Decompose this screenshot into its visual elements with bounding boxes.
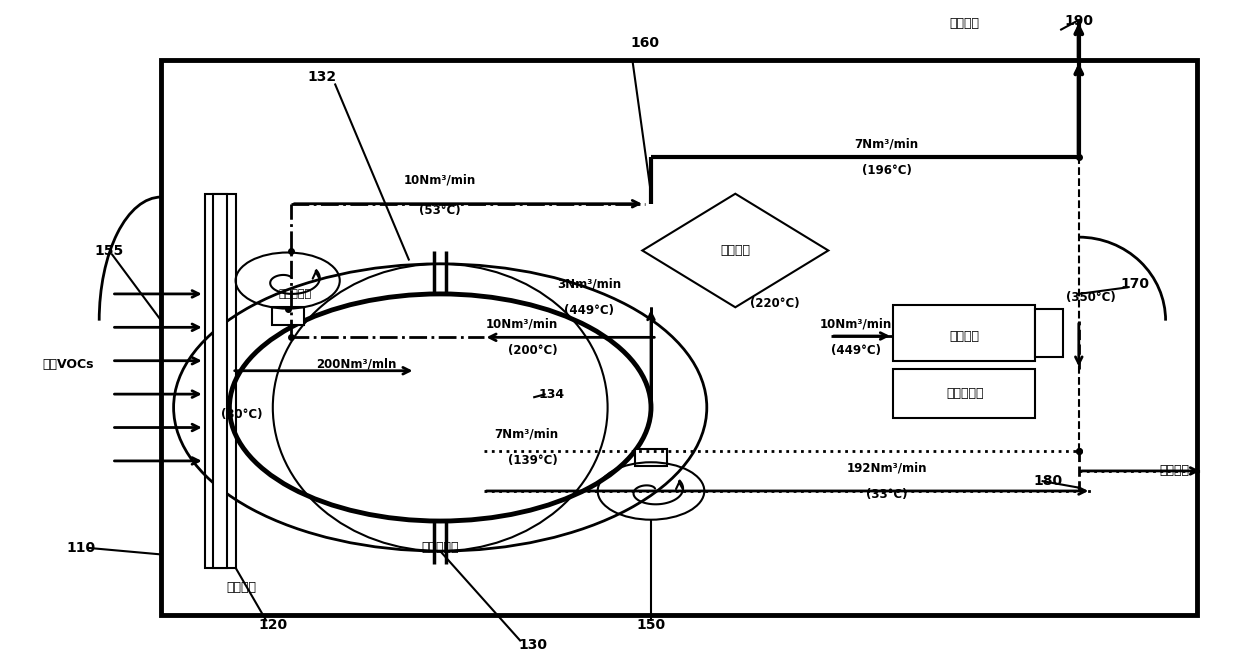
Text: 200Nm³/mln: 200Nm³/mln bbox=[316, 357, 397, 371]
Text: 134: 134 bbox=[538, 387, 565, 401]
Text: 10Nm³/min: 10Nm³/min bbox=[486, 317, 558, 331]
FancyBboxPatch shape bbox=[893, 305, 1035, 361]
Text: 110: 110 bbox=[66, 541, 95, 554]
Text: 155: 155 bbox=[94, 244, 124, 257]
Text: (350°C): (350°C) bbox=[1066, 291, 1116, 304]
Text: (200°C): (200°C) bbox=[508, 344, 558, 357]
Text: 120: 120 bbox=[258, 618, 288, 631]
FancyBboxPatch shape bbox=[635, 449, 667, 466]
Text: (449°C): (449°C) bbox=[564, 304, 614, 317]
Text: 192Nm³/min: 192Nm³/min bbox=[847, 461, 926, 474]
Text: (449°C): (449°C) bbox=[831, 344, 880, 357]
Text: 预过滤器: 预过滤器 bbox=[227, 581, 257, 595]
Text: 电加热器: 电加热器 bbox=[950, 329, 980, 343]
Text: 130: 130 bbox=[518, 638, 548, 651]
Text: 排到室内: 排到室内 bbox=[1159, 464, 1189, 478]
Text: (30°C): (30°C) bbox=[221, 407, 263, 421]
Text: 150: 150 bbox=[636, 618, 666, 631]
Text: 160: 160 bbox=[630, 37, 660, 50]
Text: 180: 180 bbox=[1033, 474, 1063, 488]
FancyBboxPatch shape bbox=[893, 369, 1035, 418]
Text: (220°C): (220°C) bbox=[750, 297, 800, 311]
Text: (196°C): (196°C) bbox=[862, 164, 911, 177]
Text: (53°C): (53°C) bbox=[419, 204, 461, 217]
Text: (139°C): (139°C) bbox=[508, 454, 558, 468]
FancyBboxPatch shape bbox=[213, 194, 227, 568]
Text: 热交换器: 热交换器 bbox=[720, 244, 750, 257]
Polygon shape bbox=[642, 194, 828, 307]
Text: 170: 170 bbox=[1120, 277, 1149, 291]
Text: 陶瓷催化剂: 陶瓷催化剂 bbox=[946, 387, 983, 400]
Text: (33°C): (33°C) bbox=[866, 488, 908, 501]
FancyBboxPatch shape bbox=[272, 307, 304, 325]
FancyBboxPatch shape bbox=[161, 60, 1197, 615]
Text: 3Nm³/min: 3Nm³/min bbox=[557, 277, 621, 291]
Text: 沸石浓缩器: 沸石浓缩器 bbox=[422, 541, 459, 554]
Text: 7Nm³/min: 7Nm³/min bbox=[854, 137, 919, 150]
Text: 10Nm³/min: 10Nm³/min bbox=[820, 317, 892, 331]
Text: 132: 132 bbox=[308, 70, 337, 84]
FancyBboxPatch shape bbox=[205, 194, 236, 568]
Text: 排到外部: 排到外部 bbox=[950, 17, 980, 30]
Text: 190: 190 bbox=[1064, 15, 1094, 28]
FancyBboxPatch shape bbox=[1035, 309, 1063, 357]
Text: 解吸鼓风机: 解吸鼓风机 bbox=[279, 289, 311, 299]
Text: 10Nm³/min: 10Nm³/min bbox=[404, 174, 476, 187]
Text: 流入VOCs: 流入VOCs bbox=[42, 357, 94, 371]
Text: 7Nm³/min: 7Nm³/min bbox=[494, 428, 558, 441]
